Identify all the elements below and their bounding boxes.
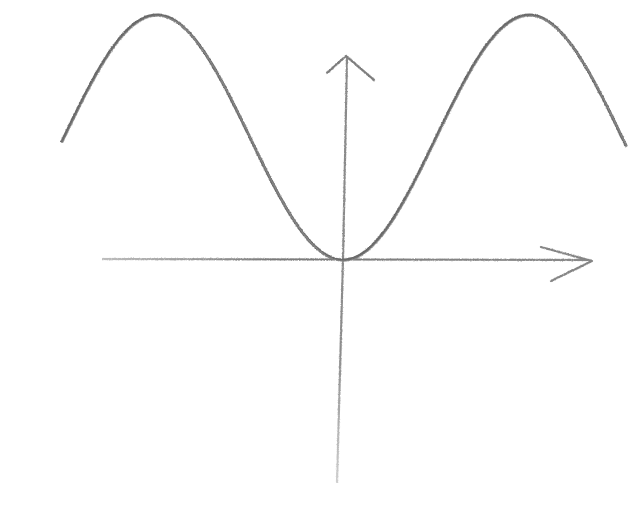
y-axis-line <box>335 56 349 484</box>
wave-curve <box>60 13 628 262</box>
y-axis-arrowhead <box>325 54 376 82</box>
x-axis-arrowhead <box>539 245 594 283</box>
wave-curve-overstroke <box>62 15 628 262</box>
